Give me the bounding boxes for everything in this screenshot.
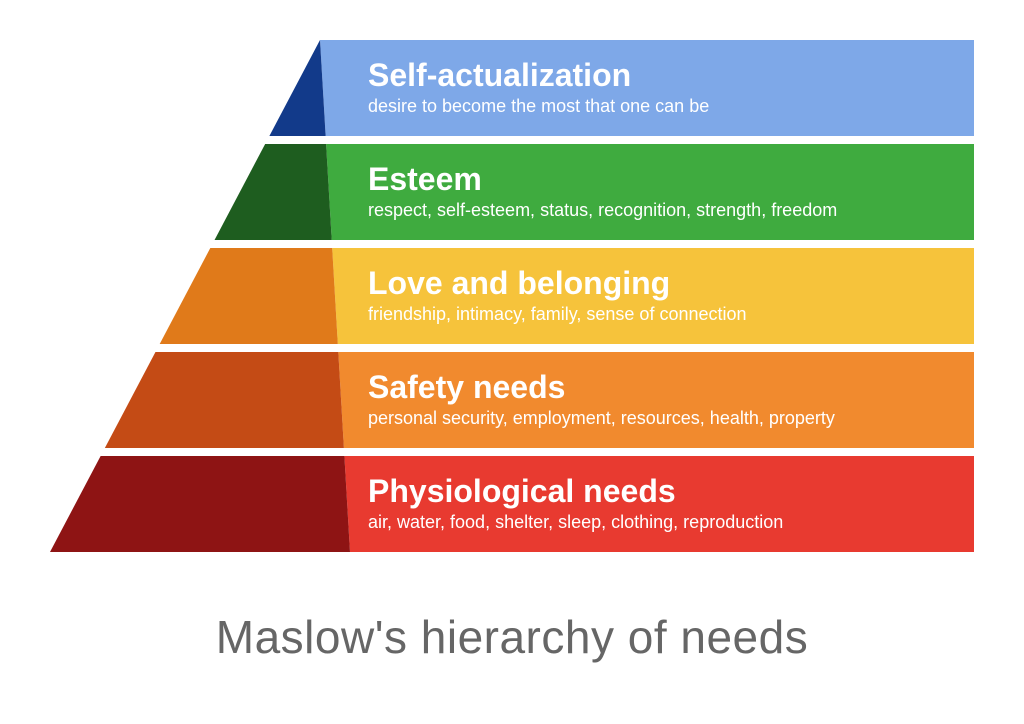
- pyramid-level-self-actualization: Self-actualizationdesire to become the m…: [50, 40, 974, 136]
- level-title: Love and belonging: [368, 266, 954, 301]
- level-description: respect, self-esteem, status, recognitio…: [368, 199, 954, 222]
- maslow-pyramid: Self-actualizationdesire to become the m…: [50, 40, 974, 560]
- pyramid-triangle-segment: [50, 144, 350, 240]
- level-title: Physiological needs: [368, 474, 954, 509]
- pyramid-level-bar: Physiological needsair, water, food, she…: [350, 456, 974, 552]
- pyramid-triangle-segment: [50, 40, 350, 136]
- level-title: Safety needs: [368, 370, 954, 405]
- pyramid-triangle-segment: [50, 352, 350, 448]
- pyramid-level-bar: Self-actualizationdesire to become the m…: [350, 40, 974, 136]
- pyramid-triangle-segment: [50, 456, 350, 552]
- pyramid-level-bar: Love and belongingfriendship, intimacy, …: [350, 248, 974, 344]
- pyramid-level-safety: Safety needspersonal security, employmen…: [50, 352, 974, 448]
- caption-text: Maslow's hierarchy of needs: [216, 611, 808, 663]
- pyramid-level-esteem: Esteemrespect, self-esteem, status, reco…: [50, 144, 974, 240]
- pyramid-level-bar: Esteemrespect, self-esteem, status, reco…: [350, 144, 974, 240]
- level-title: Esteem: [368, 162, 954, 197]
- pyramid-triangle-segment: [50, 248, 350, 344]
- level-description: personal security, employment, resources…: [368, 407, 954, 430]
- diagram-caption: Maslow's hierarchy of needs: [0, 610, 1024, 664]
- level-description: desire to become the most that one can b…: [368, 95, 954, 118]
- pyramid-level-love-belonging: Love and belongingfriendship, intimacy, …: [50, 248, 974, 344]
- level-description: air, water, food, shelter, sleep, clothi…: [368, 511, 954, 534]
- pyramid-level-bar: Safety needspersonal security, employmen…: [350, 352, 974, 448]
- level-description: friendship, intimacy, family, sense of c…: [368, 303, 954, 326]
- level-title: Self-actualization: [368, 58, 954, 93]
- pyramid-level-physiological: Physiological needsair, water, food, she…: [50, 456, 974, 552]
